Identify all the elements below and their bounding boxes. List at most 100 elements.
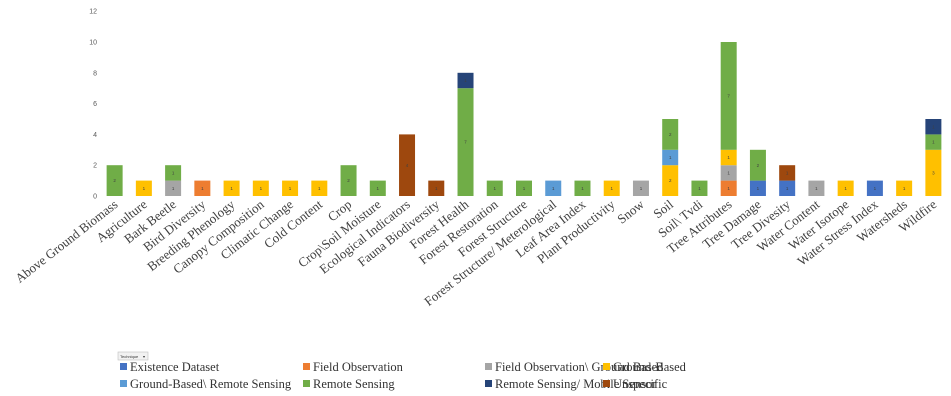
data-label: 7 <box>727 94 730 99</box>
data-label: 1 <box>172 186 175 191</box>
bar-segment-soil-remote-sensing <box>662 119 679 150</box>
data-label: 1 <box>552 186 555 191</box>
bar-segment-wildfire-remote-sensing-mobile-sensor <box>925 119 942 135</box>
data-label: 1 <box>932 124 935 129</box>
y-tick-label: 6 <box>93 101 97 108</box>
data-label: 1 <box>844 186 847 191</box>
bar-segment-above-ground-biomass-remote-sensing <box>106 165 123 196</box>
data-label: 1 <box>377 186 380 191</box>
bar-segment-tree-attributes-field-observation-ground-based <box>720 165 737 181</box>
y-tick-label: 10 <box>89 40 97 47</box>
bar-segment-leaf-area-index-remote-sensing <box>574 180 591 196</box>
y-tick-label: 4 <box>93 132 97 139</box>
bar-segment-agriculture-ground-based <box>135 180 152 196</box>
data-label: 2 <box>113 178 116 183</box>
legend-filter-chip[interactable] <box>117 351 149 361</box>
bar-segment-bird-diversity-field-observation <box>194 180 211 196</box>
bar-segment-water-isotope-ground-based <box>837 180 854 196</box>
bar-segment-wildfire-remote-sensing <box>925 134 942 150</box>
data-label: 1 <box>757 186 760 191</box>
bar-segment-snow-field-observation-ground-based <box>632 180 649 196</box>
bar-segment-bark-beetle-remote-sensing <box>165 165 182 181</box>
legend-swatch-unspecific <box>603 380 610 387</box>
bar-segment-forest-health-remote-sensing-mobile-sensor <box>457 72 474 89</box>
bar-segment-bark-beetle-field-observation-ground-based <box>165 180 182 196</box>
bar-segment-soil-ground-based-remote-sensing <box>662 149 679 166</box>
legend-label-existence-dataset: Existence Dataset <box>130 360 220 374</box>
data-label: 1 <box>786 186 789 191</box>
bar-segment-breeding-phenology-ground-based <box>223 180 240 196</box>
y-tick-label: 2 <box>93 163 97 170</box>
data-label: 1 <box>932 140 935 145</box>
data-label: 1 <box>289 186 292 191</box>
bar-segment-forest-structure-remote-sensing <box>516 180 532 196</box>
legend-label-unspecific: Unspecific <box>613 377 668 391</box>
data-label: 1 <box>581 186 584 191</box>
bar-segment-water-content-field-observation-ground-based <box>808 180 825 196</box>
data-label: 2 <box>669 178 672 183</box>
data-label: 1 <box>464 78 467 83</box>
data-label: 4 <box>406 163 409 168</box>
bar-segment-tree-damage-remote-sensing <box>749 149 766 181</box>
legend-swatch-field-observation <box>303 363 310 370</box>
legend-label-field-observation-ground-based: Field Observation\ Ground Based <box>495 360 664 374</box>
data-label: 1 <box>230 186 233 191</box>
y-tick-label: 8 <box>93 70 97 77</box>
legend-title: Technique <box>120 354 139 359</box>
data-label: 1 <box>201 186 204 191</box>
legend-swatch-remote-sensing-mobile-sensor <box>485 380 492 387</box>
bar-segment-tree-attributes-ground-based <box>720 149 737 166</box>
data-label: 2 <box>347 178 350 183</box>
bar-segment-tree-divesity-existence-dataset <box>779 180 796 196</box>
data-label: 1 <box>523 186 526 191</box>
data-label: 1 <box>435 186 438 191</box>
chart-legend: Technique ▾ Existence Dataset Field Obser… <box>117 351 687 391</box>
legend-label-ground-based-remote-sensing: Ground-Based\ Remote Sensing <box>130 377 292 391</box>
legend-swatch-existence-dataset <box>120 363 127 370</box>
y-tick-label: 0 <box>93 194 97 201</box>
legend-label-remote-sensing: Remote Sensing <box>313 377 395 391</box>
data-label: 2 <box>669 132 672 137</box>
bar-segment-wildfire-ground-based <box>925 149 942 196</box>
legend-swatch-field-observation-ground-based <box>485 363 492 370</box>
bar-segment-soil-tvdi-remote-sensing <box>691 180 708 196</box>
data-label: 1 <box>727 186 730 191</box>
data-label: 1 <box>815 186 818 191</box>
data-label: 1 <box>874 186 877 191</box>
bar-segment-cold-content-ground-based <box>311 180 328 196</box>
legend-swatch-ground-based-remote-sensing <box>120 380 127 387</box>
y-axis-ticks: 0 2 4 6 8 10 12 <box>89 9 97 201</box>
bar-segment-ecological-indicators-unspecific <box>399 134 416 196</box>
legend-label-field-observation: Field Observation <box>313 360 404 374</box>
bar-segment-forest-structure-meterological-ground-based-remote-sensing <box>545 180 562 196</box>
bar-segment-forest-restoration-remote-sensing <box>486 180 503 196</box>
data-label: 1 <box>903 186 906 191</box>
bar-segment-fauna-biodiversity-unspecific <box>428 180 445 196</box>
bar-segment-watersheds-ground-based <box>896 180 913 196</box>
bar-segment-crop-soil-moisture-remote-sensing <box>369 180 386 196</box>
legend-filter-arrow-icon[interactable]: ▾ <box>143 354 145 359</box>
bar-segment-soil-ground-based <box>662 165 679 196</box>
data-label: 1 <box>318 186 321 191</box>
data-label: 1 <box>260 186 263 191</box>
legend-swatch-remote-sensing <box>303 380 310 387</box>
legend-label-remote-sensing-mobile-sensor: Remote Sensing/ Mobile Sensor <box>495 377 657 391</box>
data-label: 2 <box>757 163 760 168</box>
bar-segment-tree-divesity-unspecific <box>779 165 796 181</box>
data-label: 1 <box>727 155 730 160</box>
data-label: 1 <box>172 171 175 176</box>
data-label: 7 <box>464 140 467 145</box>
bar-segment-water-stress-index-existence-dataset <box>866 180 883 196</box>
bar-segment-tree-attributes-field-observation <box>720 180 737 196</box>
data-label: 1 <box>727 171 730 176</box>
bar-segment-canopy-composition-ground-based <box>252 180 269 196</box>
bar-segment-plant-productivity-ground-based <box>603 180 620 196</box>
legend-label-ground-based: Ground-Based <box>613 360 687 374</box>
data-label: 1 <box>143 186 146 191</box>
bar-segment-tree-damage-existence-dataset <box>749 180 766 196</box>
legend-swatch-ground-based <box>603 363 610 370</box>
data-label: 1 <box>610 186 613 191</box>
chart-bars: 2 1 1 1 1 1 1 1 1 2 1 4 1 7 1 1 1 1 1 1 1 2 1 2 1 1 1 1 7 1 2 1 1 1 1 1 1 3 1 1 <box>106 42 942 196</box>
